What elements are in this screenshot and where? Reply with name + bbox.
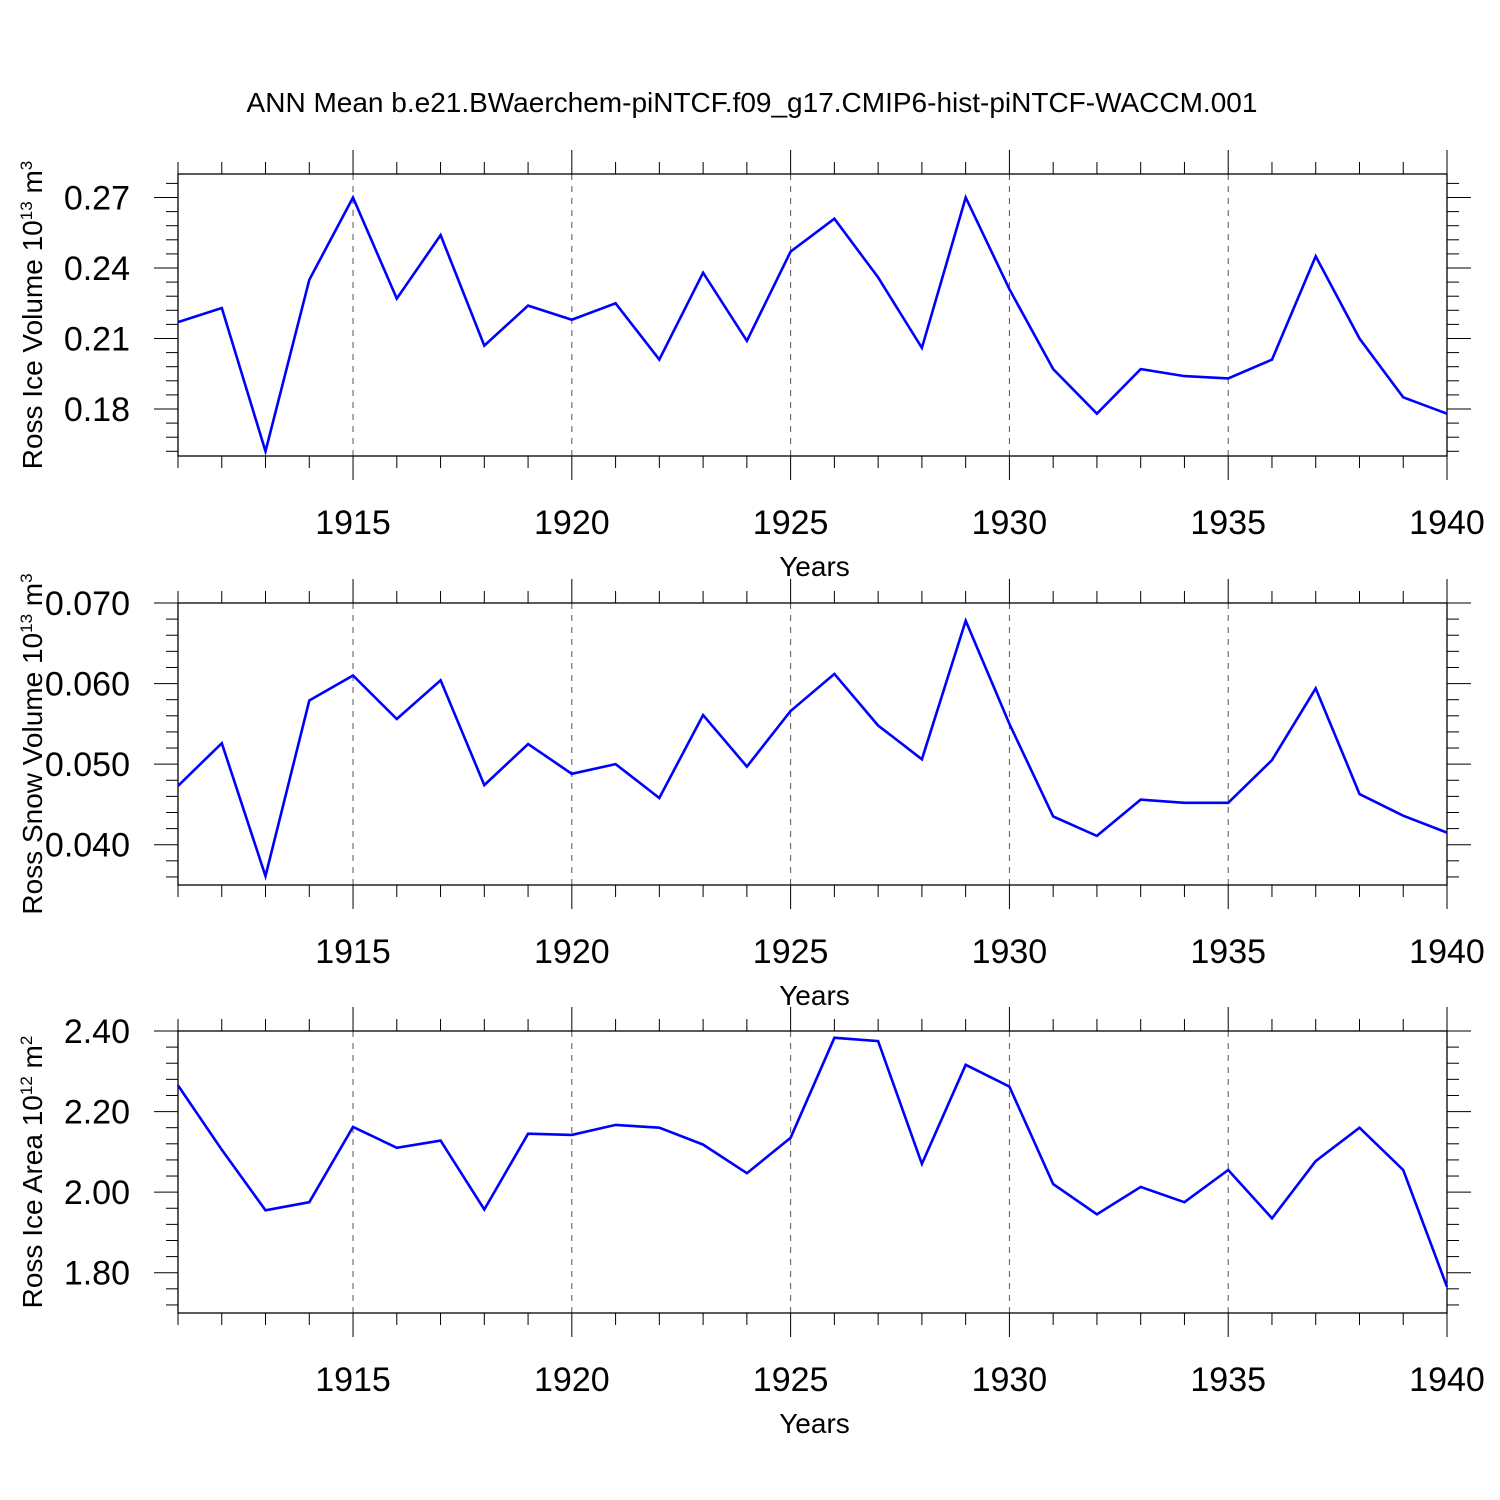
x-tick-label: 1935 [1190, 933, 1266, 971]
y-tick-label: 2.40 [64, 1013, 130, 1051]
y-tick-label: 0.070 [45, 585, 130, 623]
y-tick-label: 0.18 [64, 391, 130, 429]
x-axis-label: Years [779, 551, 850, 582]
y-axis-label: Ross Ice Volume 1013 m3 [17, 161, 48, 470]
x-tick-label: 1935 [1190, 504, 1266, 542]
y-axis-label-superscript: 12 [17, 1076, 36, 1095]
plot-frame [177, 1030, 1448, 1314]
y-axis-label-part: m [17, 583, 48, 614]
plot-frame [177, 602, 1448, 886]
series-line [177, 616, 1448, 881]
y-tick-label: 0.040 [45, 827, 130, 865]
x-tick-label: 1930 [972, 1361, 1048, 1399]
x-tick-label: 1915 [315, 504, 391, 542]
x-tick-label: 1925 [753, 933, 829, 971]
x-axis-label: Years [779, 980, 850, 1011]
x-tick-label: 1920 [534, 1361, 610, 1399]
y-tick-label: 0.060 [45, 666, 130, 704]
y-axis-label-superscript: 2 [17, 1036, 36, 1045]
x-tick-label: 1940 [1409, 504, 1485, 542]
x-tick-label: 1920 [534, 933, 610, 971]
y-axis-label-part: Ross Snow Volume 10 [17, 633, 48, 915]
y-axis-label-superscript: 3 [17, 573, 36, 582]
x-tick-label: 1925 [753, 1361, 829, 1399]
x-tick-label: 1915 [315, 933, 391, 971]
y-axis-label-part: m [17, 1045, 48, 1076]
y-axis-label-superscript: 13 [17, 614, 36, 633]
chart-title: ANN Mean b.e21.BWaerchem-piNTCF.f09_g17.… [247, 87, 1258, 118]
panel-3: 1915 1920 1925 1930 1935 1940 1.80 2.00 2.20 2.40… [17, 1007, 1485, 1439]
y-tick-label: 0.24 [64, 250, 130, 288]
x-tick-label: 1930 [972, 504, 1048, 542]
panel-2: 1915 1920 1925 1930 1935 1940 0.040 0.050 0.060 0… [17, 573, 1485, 1011]
y-tick-label: 2.00 [64, 1174, 130, 1212]
series-line [177, 193, 1448, 457]
y-axis-label: Ross Ice Area 1012 m2 [17, 1036, 48, 1309]
y-axis-label-part: Ross Ice Volume 10 [17, 220, 48, 469]
y-axis-label-superscript: 3 [17, 161, 36, 170]
series-line [176, 1036, 1449, 1288]
y-tick-label: 1.80 [64, 1255, 130, 1293]
panels: 1915 1920 1925 1930 1935 1940 0.18 0.21 0.24 0.27… [17, 150, 1485, 1439]
x-tick-label: 1915 [315, 1361, 391, 1399]
y-axis-label: Ross Snow Volume 1013 m3 [17, 573, 48, 914]
y-tick-label: 0.050 [45, 746, 130, 784]
x-tick-label: 1940 [1409, 1361, 1485, 1399]
y-tick-label: 0.27 [64, 180, 130, 218]
x-tick-label: 1925 [753, 504, 829, 542]
x-tick-label: 1930 [972, 933, 1048, 971]
x-tick-label: 1935 [1190, 1361, 1266, 1399]
x-tick-label: 1920 [534, 504, 610, 542]
y-tick-label: 0.21 [64, 321, 130, 359]
y-axis-label-part: Ross Ice Area 10 [17, 1095, 48, 1308]
panel-1: 1915 1920 1925 1930 1935 1940 0.18 0.21 0.24 0.27… [17, 150, 1485, 582]
y-axis-label-part: m [17, 170, 48, 201]
y-tick-label: 2.20 [64, 1094, 130, 1132]
x-tick-label: 1940 [1409, 933, 1485, 971]
plot-frame [177, 173, 1448, 457]
x-axis-label: Years [779, 1408, 850, 1439]
y-axis-label-superscript: 13 [17, 201, 36, 220]
